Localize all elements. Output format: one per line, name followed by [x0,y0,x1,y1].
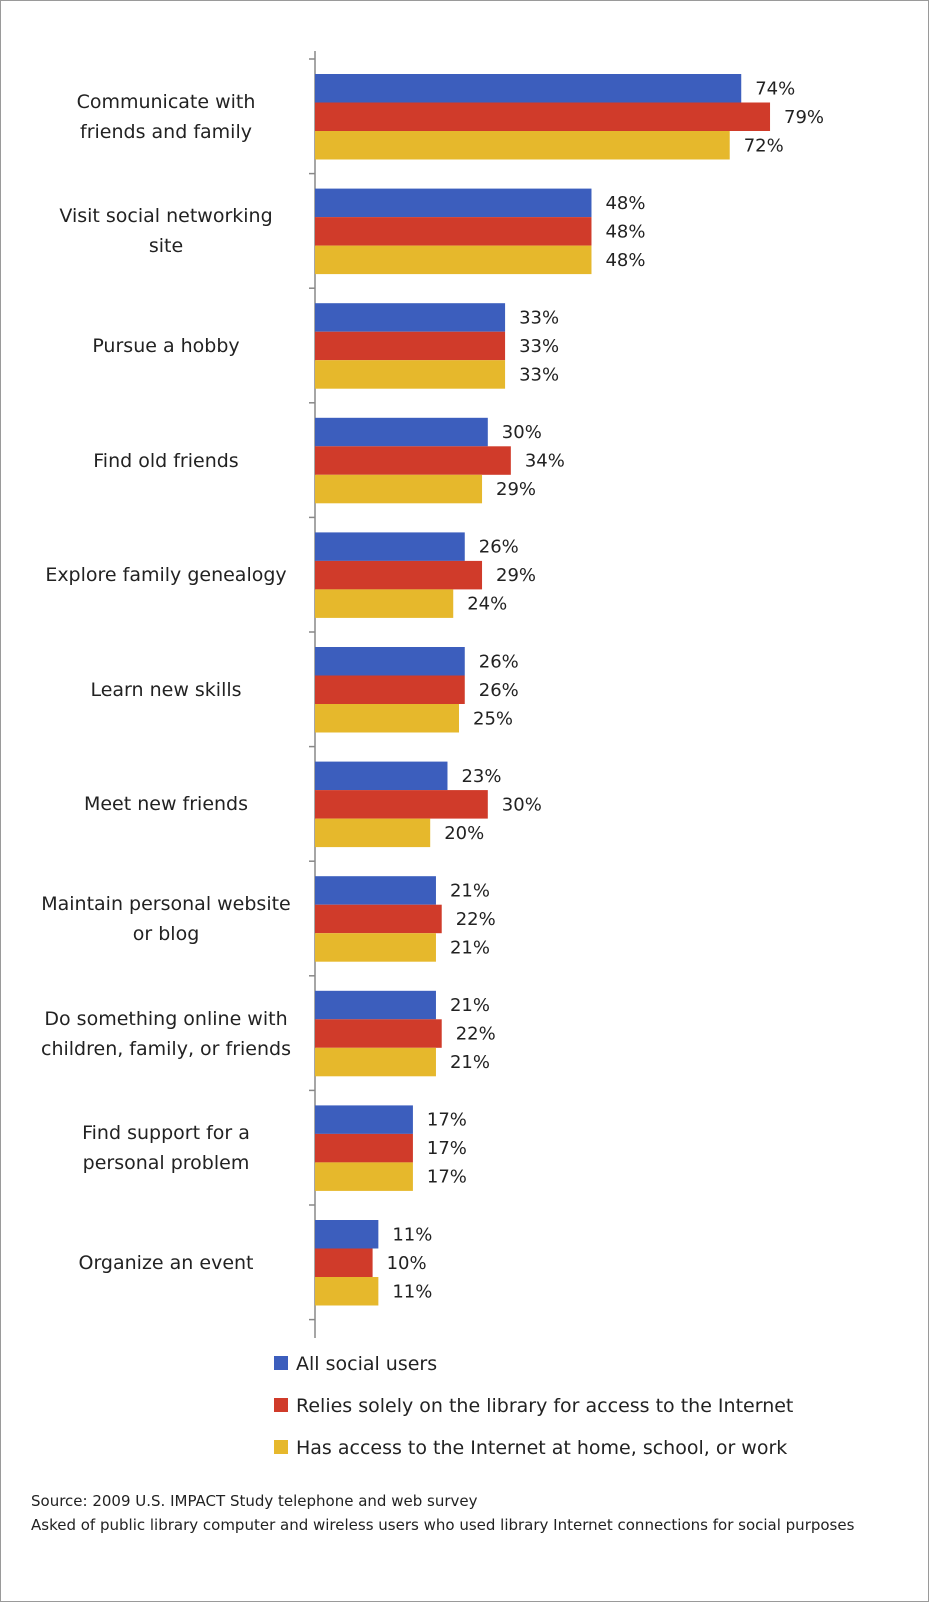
category-label: Do something online with children, famil… [41,1007,291,1060]
value-label: 24% [467,594,507,615]
category-label: Find support for a personal problem [82,1122,250,1175]
value-label: 26% [479,680,519,701]
value-label: 30% [502,794,542,815]
value-label: 48% [605,250,645,271]
bar [315,245,592,275]
bar [315,876,436,905]
value-label: 26% [479,537,519,558]
bar [315,217,592,246]
value-label: 21% [450,1052,490,1073]
value-label: 29% [496,479,536,500]
bar [315,675,465,704]
value-label: 25% [473,708,513,729]
category-label: Maintain personal website or blog [41,892,291,945]
legend-swatch [274,1440,288,1454]
bar [315,360,506,389]
value-label: 72% [744,135,784,156]
value-label: 33% [519,307,559,328]
legend-swatch [274,1356,288,1370]
category-label: Visit social networking site [59,205,273,258]
value-label: 30% [502,422,542,443]
bar [315,474,483,504]
bar [315,131,730,160]
bar [315,331,506,361]
value-label: 21% [450,937,490,958]
bar [315,904,442,934]
category-label: Learn new skills [90,678,242,701]
bar [315,1019,442,1048]
bar [315,417,488,447]
value-label: 79% [784,107,824,128]
bar [315,1133,413,1163]
value-label: 22% [456,1024,496,1045]
bar [315,1220,379,1249]
value-label: 48% [605,221,645,242]
value-label: 21% [450,880,490,901]
value-label: 11% [392,1281,432,1302]
category-label: Communicate with friends and family [76,90,256,143]
category-label: Meet new friends [83,793,249,816]
bar [315,560,483,590]
bar [315,818,431,848]
value-label: 20% [444,823,484,844]
source: Source: 2009 U.S. IMPACT Study telephone… [31,1492,478,1510]
value-label: 34% [525,451,565,472]
value-label: 26% [479,651,519,672]
bar [315,102,771,131]
value-label: 21% [450,995,490,1016]
value-label: 23% [461,766,501,787]
bar [315,303,506,332]
value-label: 10% [387,1253,427,1274]
bar [315,532,465,561]
bar [315,790,488,819]
bar [315,188,592,218]
bar [315,1105,413,1134]
bar [315,704,459,733]
bar [315,74,742,103]
value-label: 17% [427,1167,467,1188]
category-label: Explore family genealogy [45,564,287,587]
source-block: Source: 2009 U.S. IMPACT Study telephone… [31,1489,881,1537]
bar [315,1162,413,1191]
value-label: 48% [605,193,645,214]
value-label: 22% [456,909,496,930]
note: Asked of public library computer and wir… [31,1516,855,1534]
value-label: 17% [427,1138,467,1159]
bar [315,647,465,676]
value-label: 29% [496,565,536,586]
bar [315,446,511,475]
value-label: 17% [427,1110,467,1131]
category-label: Organize an event [78,1251,254,1274]
bar [315,990,436,1020]
value-label: 11% [392,1224,432,1245]
legend-label: Relies solely on the library for access … [296,1395,794,1417]
bar [315,589,454,618]
category-label: Find old friends [93,449,239,472]
category-label: Pursue a hobby [92,334,240,357]
legend-swatch [274,1398,288,1412]
value-label: 33% [519,336,559,357]
bar [315,1047,436,1077]
bar [315,761,448,791]
bar [315,1248,373,1277]
legend-label: All social users [296,1353,438,1375]
bar [315,933,436,962]
value-label: 74% [755,78,795,99]
bar [315,1277,379,1306]
value-label: 33% [519,364,559,385]
legend-label: Has access to the Internet at home, scho… [296,1437,788,1459]
